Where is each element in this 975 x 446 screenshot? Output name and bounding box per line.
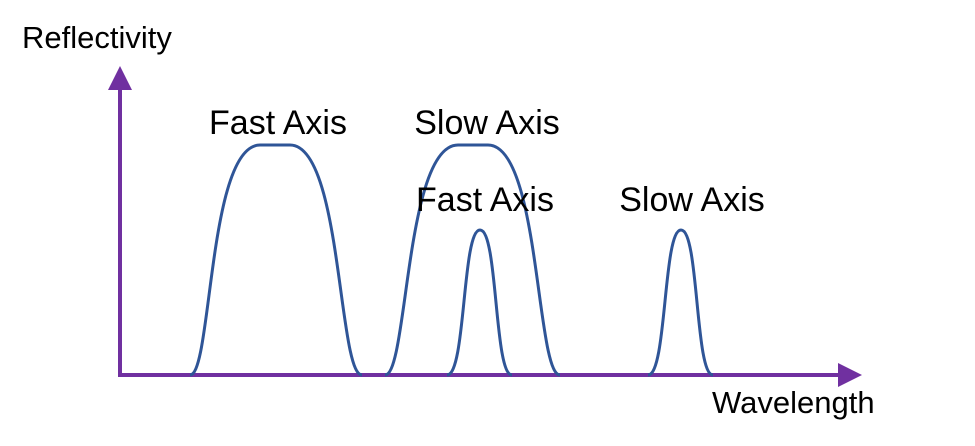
peak-label: Slow Axis — [414, 104, 560, 142]
peak-curve — [446, 228, 513, 377]
peak-label: Fast Axis — [209, 104, 347, 142]
x-axis-label: Wavelength — [712, 385, 875, 420]
peak-curve — [647, 228, 714, 377]
peak-curve — [384, 143, 561, 377]
y-axis-label: Reflectivity — [22, 20, 172, 55]
peak-curve — [189, 143, 363, 377]
peak-label: Fast Axis — [416, 181, 554, 219]
peak-label: Slow Axis — [619, 181, 765, 219]
